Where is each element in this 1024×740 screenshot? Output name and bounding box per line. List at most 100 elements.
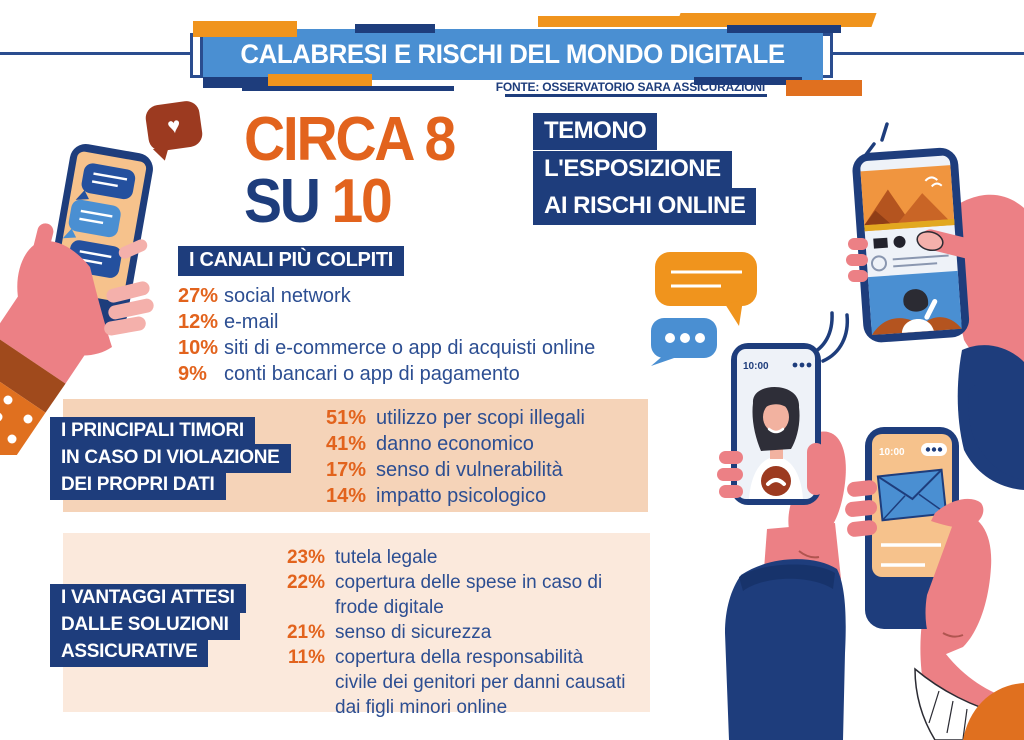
deco-bar: [242, 86, 454, 91]
speech-bubbles-illustration: [651, 252, 757, 366]
spark-tick-icon: [880, 122, 889, 142]
speech-bubble-dots-icon: [651, 318, 717, 366]
section-title-vantaggi: I VANTAGGI ATTESI: [50, 584, 246, 613]
stat-row: 11% copertura della responsabilità civil…: [277, 645, 630, 720]
stats-canali: 27% social network 12% e-mail 10% siti d…: [178, 283, 595, 387]
stats-timori: 51% utilizzo per scopi illegali 41% dann…: [318, 405, 585, 509]
section-title-vantaggi: ASSICURATIVE: [50, 638, 209, 667]
deco-bar: [355, 24, 435, 33]
social-phone-illustration: [846, 122, 1024, 490]
stat-row: 14% impatto psicologico: [318, 483, 585, 509]
deco-bar: [538, 16, 726, 27]
page-title: CALABRESI E RISCHI DEL MONDO DIGITALE: [240, 39, 786, 69]
stat-label: copertura della responsabilità civile de…: [335, 647, 626, 718]
stat-percent: 41%: [325, 433, 366, 455]
stat-percent: 27%: [178, 285, 219, 307]
feed-photo-mountains: [860, 165, 955, 232]
deco-bar: [193, 21, 297, 37]
sleeve-dots: [0, 395, 33, 444]
fingertip: [916, 230, 944, 252]
section-title-vantaggi: DALLE SOLUZIONI: [50, 611, 240, 640]
stat-percent: 21%: [286, 622, 325, 643]
videocall-phone: 10:00: [731, 343, 821, 505]
hero-big-text-line1: CIRCA 8: [244, 105, 456, 174]
source-credit: FONTE: OSSERVATORIO SARA ASSICURAZIONI: [495, 80, 766, 94]
source-underline: [505, 94, 767, 97]
signal-arc-icon: [821, 313, 850, 363]
title-banner: CALABRESI E RISCHI DEL MONDO DIGITALE: [203, 29, 823, 80]
stat-label: e-mail: [224, 311, 279, 333]
chat-phone-illustration: [0, 144, 154, 455]
stat-row: 41% danno economico: [318, 431, 585, 457]
phone-clock: 10:00: [879, 447, 905, 458]
chat-bubble-icon: [62, 199, 121, 239]
videocall-phone-illustration: 10:00: [717, 311, 850, 740]
stat-label: social network: [224, 285, 351, 307]
hero-su: SU: [244, 167, 321, 236]
stat-percent: 51%: [325, 407, 366, 429]
stat-label: senso di sicurezza: [335, 622, 492, 643]
corner-sleeve: [968, 385, 1024, 480]
stat-percent: 9%: [178, 363, 207, 385]
deco-bar: [786, 80, 862, 96]
stat-label: impatto psicologico: [376, 485, 547, 507]
stat-label: senso di vulnerabilità: [376, 459, 563, 481]
heart-speech-bubble: ♥: [144, 99, 204, 153]
fingers: [846, 238, 868, 282]
stat-row: 27% social network: [178, 283, 595, 309]
palm: [925, 513, 992, 657]
section-title-canali: I CANALI PIÙ COLPITI: [178, 246, 405, 276]
heart-icon: ♥: [165, 112, 183, 139]
stat-label: utilizzo per scopi illegali: [376, 407, 585, 429]
section-title-timori: DEI PROPRI DATI: [50, 471, 226, 500]
section-title-timori: IN CASO DI VIOLAZIONE: [50, 444, 291, 473]
avatar: [870, 255, 887, 272]
hero-big-text-line2: SU 10: [244, 171, 393, 233]
deco-bar: [694, 77, 802, 85]
section-title-timori: I PRINCIPALI TIMORI: [50, 417, 255, 446]
stat-label: tutela legale: [335, 547, 438, 568]
hero-claim-line: TEMONO: [533, 113, 658, 150]
stat-percent: 11%: [288, 647, 325, 668]
stat-percent: 10%: [178, 337, 219, 359]
stat-row: 22% copertura delle spese in caso di fro…: [277, 570, 630, 620]
stat-label: danno economico: [376, 433, 534, 455]
hand: [17, 241, 112, 356]
stat-label: conti bancari o app di pagamento: [224, 363, 520, 385]
fingers: [104, 239, 154, 336]
feed-photo-person: [867, 270, 962, 336]
stat-row: 17% senso di vulnerabilità: [318, 457, 585, 483]
videocall-person: [749, 386, 803, 499]
stats-vantaggi: 23% tutela legale 22% copertura delle sp…: [277, 545, 630, 720]
hero-ten: 10: [331, 167, 393, 236]
deco-bar: [727, 25, 841, 33]
stat-percent: 12%: [178, 311, 219, 333]
hero-claim-line: L'ESPOSIZIONE: [533, 151, 732, 188]
thumb: [807, 443, 825, 495]
stat-percent: 23%: [286, 547, 325, 568]
fingers: [845, 480, 878, 537]
social-phone: [852, 147, 970, 343]
stat-percent: 14%: [325, 485, 366, 507]
banner-bracket-left: [190, 33, 203, 78]
envelope-phone-illustration: 10:00: [845, 385, 1024, 740]
orange-sleeve: [963, 683, 1024, 740]
stat-percent: 22%: [286, 572, 325, 593]
deco-bar: [268, 74, 372, 87]
stat-label: copertura delle spese in caso di frode d…: [335, 572, 603, 618]
stat-row: 10% siti di e-commerce o app di acquisti…: [178, 335, 595, 361]
chat-bubble-icon: [75, 163, 136, 200]
stat-row: 21% senso di sicurezza: [277, 620, 630, 645]
stat-label: siti di e-commerce o app di acquisti onl…: [224, 337, 596, 359]
stat-row: 23% tutela legale: [277, 545, 630, 570]
stat-percent: 17%: [325, 459, 366, 481]
stat-row: 9% conti bancari o app di pagamento: [178, 361, 595, 387]
stat-row: 12% e-mail: [178, 309, 595, 335]
hero-claim-line: AI RISCHI ONLINE: [533, 188, 757, 225]
envelope-phone: 10:00: [865, 427, 959, 629]
speech-bubble-orange-icon: [655, 252, 757, 326]
phone-clock: 10:00: [743, 361, 769, 372]
fingers: [717, 451, 743, 498]
sleeve: [725, 559, 846, 740]
